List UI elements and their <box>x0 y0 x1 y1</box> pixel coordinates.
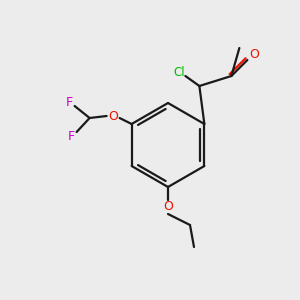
Text: F: F <box>66 95 73 109</box>
Text: O: O <box>163 200 173 214</box>
Text: O: O <box>249 49 259 62</box>
Text: Cl: Cl <box>174 65 185 79</box>
Text: F: F <box>68 130 75 142</box>
Text: O: O <box>109 110 118 122</box>
